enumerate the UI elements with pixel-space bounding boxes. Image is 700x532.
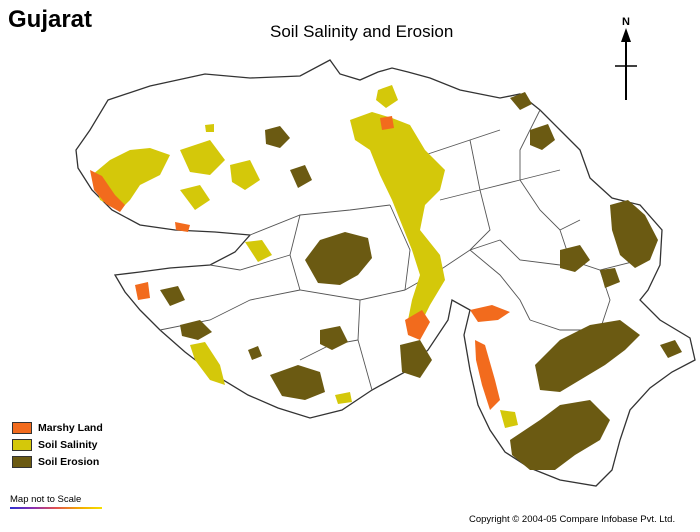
legend-label: Soil Erosion <box>38 456 100 468</box>
map-title: Gujarat <box>8 6 93 33</box>
marshy-land-areas <box>90 116 510 410</box>
legend-item-soil-erosion: Soil Erosion <box>12 454 103 470</box>
legend-swatch <box>12 456 32 468</box>
north-arrow-icon: N <box>615 16 637 100</box>
legend-swatch <box>12 422 32 434</box>
copyright-text: Copyright © 2004-05 Compare Infobase Pvt… <box>469 514 676 525</box>
legend-item-marshy-land: Marshy Land <box>12 420 103 436</box>
legend-swatch <box>12 439 32 451</box>
map-subtitle: Soil Salinity and Erosion <box>270 22 454 41</box>
scale-bar <box>10 507 102 509</box>
soil-erosion-areas <box>160 92 682 470</box>
legend-item-soil-salinity: Soil Salinity <box>12 437 103 453</box>
legend-label: Soil Salinity <box>38 439 98 451</box>
north-label: N <box>622 16 630 28</box>
legend-label: Marshy Land <box>38 422 103 434</box>
scale-note: Map not to Scale <box>10 494 82 505</box>
legend: Marshy Land Soil Salinity Soil Erosion <box>12 420 103 471</box>
